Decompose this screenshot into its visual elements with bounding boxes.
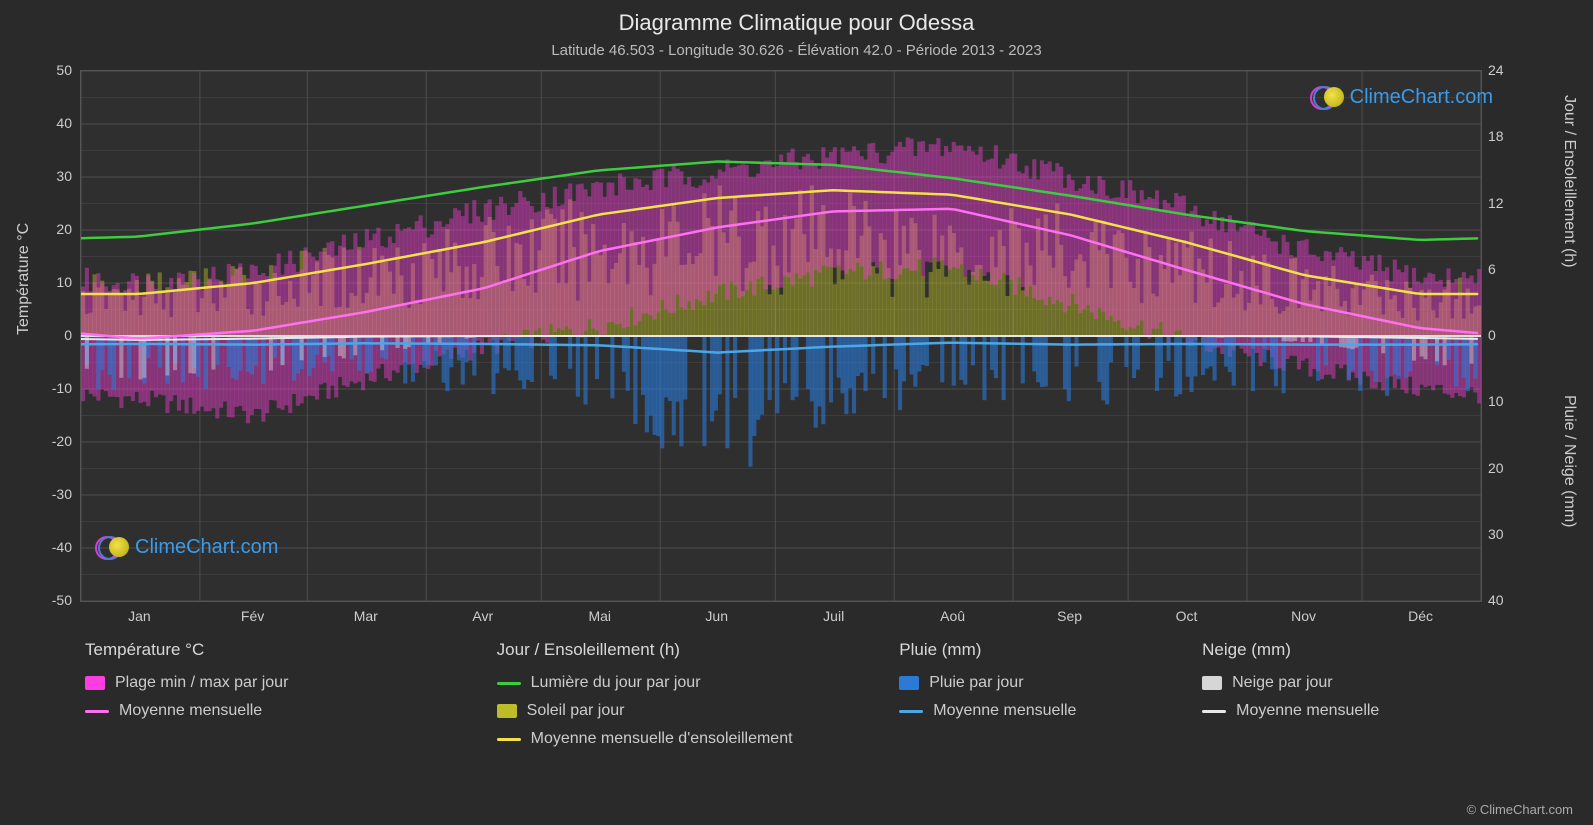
watermark-top: ClimeChart.com [1310, 85, 1493, 109]
month-tick: Mai [570, 608, 630, 624]
right-top-tick: 18 [1488, 128, 1518, 144]
legend-label: Neige par jour [1232, 674, 1333, 692]
right-top-tick: 24 [1488, 62, 1518, 78]
watermark-icon [95, 535, 129, 559]
legend-title: Température °C [85, 640, 457, 660]
legend-label: Moyenne mensuelle [1236, 702, 1379, 720]
right-top-tick: 12 [1488, 195, 1518, 211]
right-bottom-tick: 10 [1488, 393, 1518, 409]
legend-swatch [85, 676, 105, 690]
legend-item: Lumière du jour par jour [497, 674, 860, 692]
y-axis-right-bottom-label: Pluie / Neige (mm) [1560, 395, 1578, 527]
legend-label: Plage min / max par jour [115, 674, 288, 692]
y-axis-left-label: Température °C [15, 223, 33, 335]
watermark-text: ClimeChart.com [1350, 86, 1493, 109]
legend-item: Pluie par jour [899, 674, 1162, 692]
left-tick: 50 [42, 62, 72, 78]
legend-label: Lumière du jour par jour [531, 674, 701, 692]
legend-label: Moyenne mensuelle [119, 702, 262, 720]
legend-swatch [899, 676, 919, 690]
left-tick: 10 [42, 274, 72, 290]
left-tick: -30 [42, 486, 72, 502]
left-tick: -50 [42, 592, 72, 608]
legend-col-temperature: Température °C Plage min / max par jour … [85, 640, 497, 748]
month-tick: Sep [1040, 608, 1100, 624]
legend-item: Neige par jour [1202, 674, 1465, 692]
legend-col-rain: Pluie (mm) Pluie par jour Moyenne mensue… [899, 640, 1202, 748]
watermark-text: ClimeChart.com [135, 536, 278, 559]
left-tick: -40 [42, 539, 72, 555]
y-axis-right-top-label: Jour / Ensoleillement (h) [1560, 95, 1578, 268]
watermark-icon [1310, 85, 1344, 109]
right-bottom-tick: 20 [1488, 460, 1518, 476]
legend-swatch [497, 704, 517, 718]
legend-label: Moyenne mensuelle [933, 702, 1076, 720]
month-tick: Avr [453, 608, 513, 624]
month-tick: Déc [1391, 608, 1451, 624]
legend-swatch [1202, 676, 1222, 690]
month-tick: Aoû [923, 608, 983, 624]
right-top-tick: 0 [1488, 327, 1518, 343]
legend-line [85, 710, 109, 713]
left-tick: 30 [42, 168, 72, 184]
month-tick: Juil [804, 608, 864, 624]
left-tick: 0 [42, 327, 72, 343]
legend-col-snow: Neige (mm) Neige par jour Moyenne mensue… [1202, 640, 1505, 748]
chart-title: Diagramme Climatique pour Odessa [0, 10, 1593, 36]
month-tick: Nov [1274, 608, 1334, 624]
legend-line [497, 682, 521, 685]
legend-line [497, 738, 521, 741]
legend-label: Soleil par jour [527, 702, 625, 720]
legend: Température °C Plage min / max par jour … [85, 640, 1505, 748]
month-tick: Oct [1157, 608, 1217, 624]
legend-label: Moyenne mensuelle d'ensoleillement [531, 730, 793, 748]
month-tick: Mar [336, 608, 396, 624]
month-tick: Fév [223, 608, 283, 624]
copyright: © ClimeChart.com [1467, 802, 1573, 817]
left-tick: -10 [42, 380, 72, 396]
left-tick: 40 [42, 115, 72, 131]
plot-svg [81, 71, 1481, 601]
left-tick: 20 [42, 221, 72, 237]
legend-col-daylight: Jour / Ensoleillement (h) Lumière du jou… [497, 640, 900, 748]
legend-item: Moyenne mensuelle d'ensoleillement [497, 730, 860, 748]
legend-title: Neige (mm) [1202, 640, 1465, 660]
legend-item: Moyenne mensuelle [85, 702, 457, 720]
plot-area [80, 70, 1482, 602]
legend-title: Jour / Ensoleillement (h) [497, 640, 860, 660]
chart-subtitle: Latitude 46.503 - Longitude 30.626 - Élé… [0, 42, 1593, 59]
month-tick: Jan [109, 608, 169, 624]
right-bottom-tick: 30 [1488, 526, 1518, 542]
month-tick: Jun [687, 608, 747, 624]
legend-label: Pluie par jour [929, 674, 1023, 692]
legend-title: Pluie (mm) [899, 640, 1162, 660]
right-bottom-tick: 40 [1488, 592, 1518, 608]
right-top-tick: 6 [1488, 261, 1518, 277]
legend-item: Soleil par jour [497, 702, 860, 720]
legend-item: Plage min / max par jour [85, 674, 457, 692]
legend-item: Moyenne mensuelle [899, 702, 1162, 720]
watermark-bottom: ClimeChart.com [95, 535, 278, 559]
left-tick: -20 [42, 433, 72, 449]
legend-item: Moyenne mensuelle [1202, 702, 1465, 720]
legend-line [1202, 710, 1226, 713]
legend-line [899, 710, 923, 713]
climate-chart-container: Diagramme Climatique pour Odessa Latitud… [0, 0, 1593, 825]
